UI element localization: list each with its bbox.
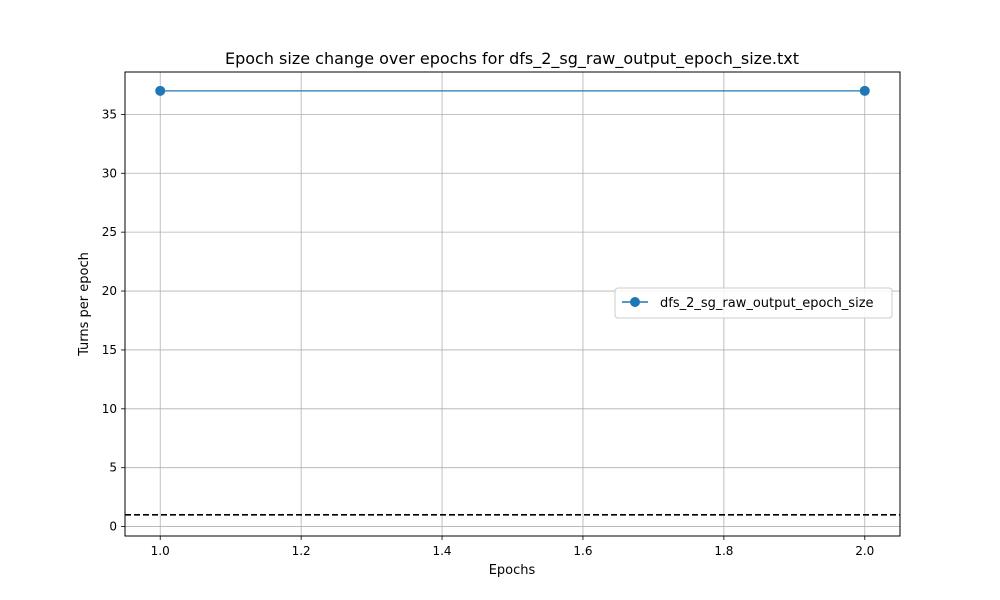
x-tick-label: 1.8 bbox=[714, 544, 733, 558]
y-tick-label: 30 bbox=[102, 166, 117, 180]
y-tick-label: 25 bbox=[102, 225, 117, 239]
x-tick-label: 2.0 bbox=[855, 544, 874, 558]
chart-title: Epoch size change over epochs for dfs_2_… bbox=[225, 49, 799, 69]
y-axis-label: Turns per epoch bbox=[77, 252, 92, 357]
x-tick-label: 1.6 bbox=[573, 544, 592, 558]
legend-entry-label: dfs_2_sg_raw_output_epoch_size bbox=[660, 296, 874, 311]
x-tick-label: 1.2 bbox=[292, 544, 311, 558]
legend: dfs_2_sg_raw_output_epoch_size bbox=[614, 287, 893, 319]
y-tick-label: 0 bbox=[109, 520, 117, 534]
plot-frame bbox=[124, 71, 901, 537]
y-tick-label: 15 bbox=[102, 343, 117, 357]
y-tick-label: 20 bbox=[102, 284, 117, 298]
y-tick-label: 10 bbox=[102, 402, 117, 416]
y-axis-ticks: 0 5 10 15 20 25 30 35 bbox=[102, 107, 125, 534]
legend-marker-swatch bbox=[630, 297, 640, 307]
y-tick-label: 35 bbox=[102, 107, 117, 121]
data-point bbox=[155, 85, 166, 96]
legend-box bbox=[614, 287, 893, 319]
x-tick-label: 1.0 bbox=[151, 544, 170, 558]
data-point bbox=[859, 85, 870, 96]
x-tick-label: 1.4 bbox=[432, 544, 451, 558]
x-axis-ticks: 1.0 1.2 1.4 1.6 1.8 2.0 bbox=[151, 536, 874, 558]
series-layer bbox=[155, 85, 870, 96]
y-tick-label: 5 bbox=[109, 461, 117, 475]
x-axis-label: Epochs bbox=[489, 563, 536, 578]
